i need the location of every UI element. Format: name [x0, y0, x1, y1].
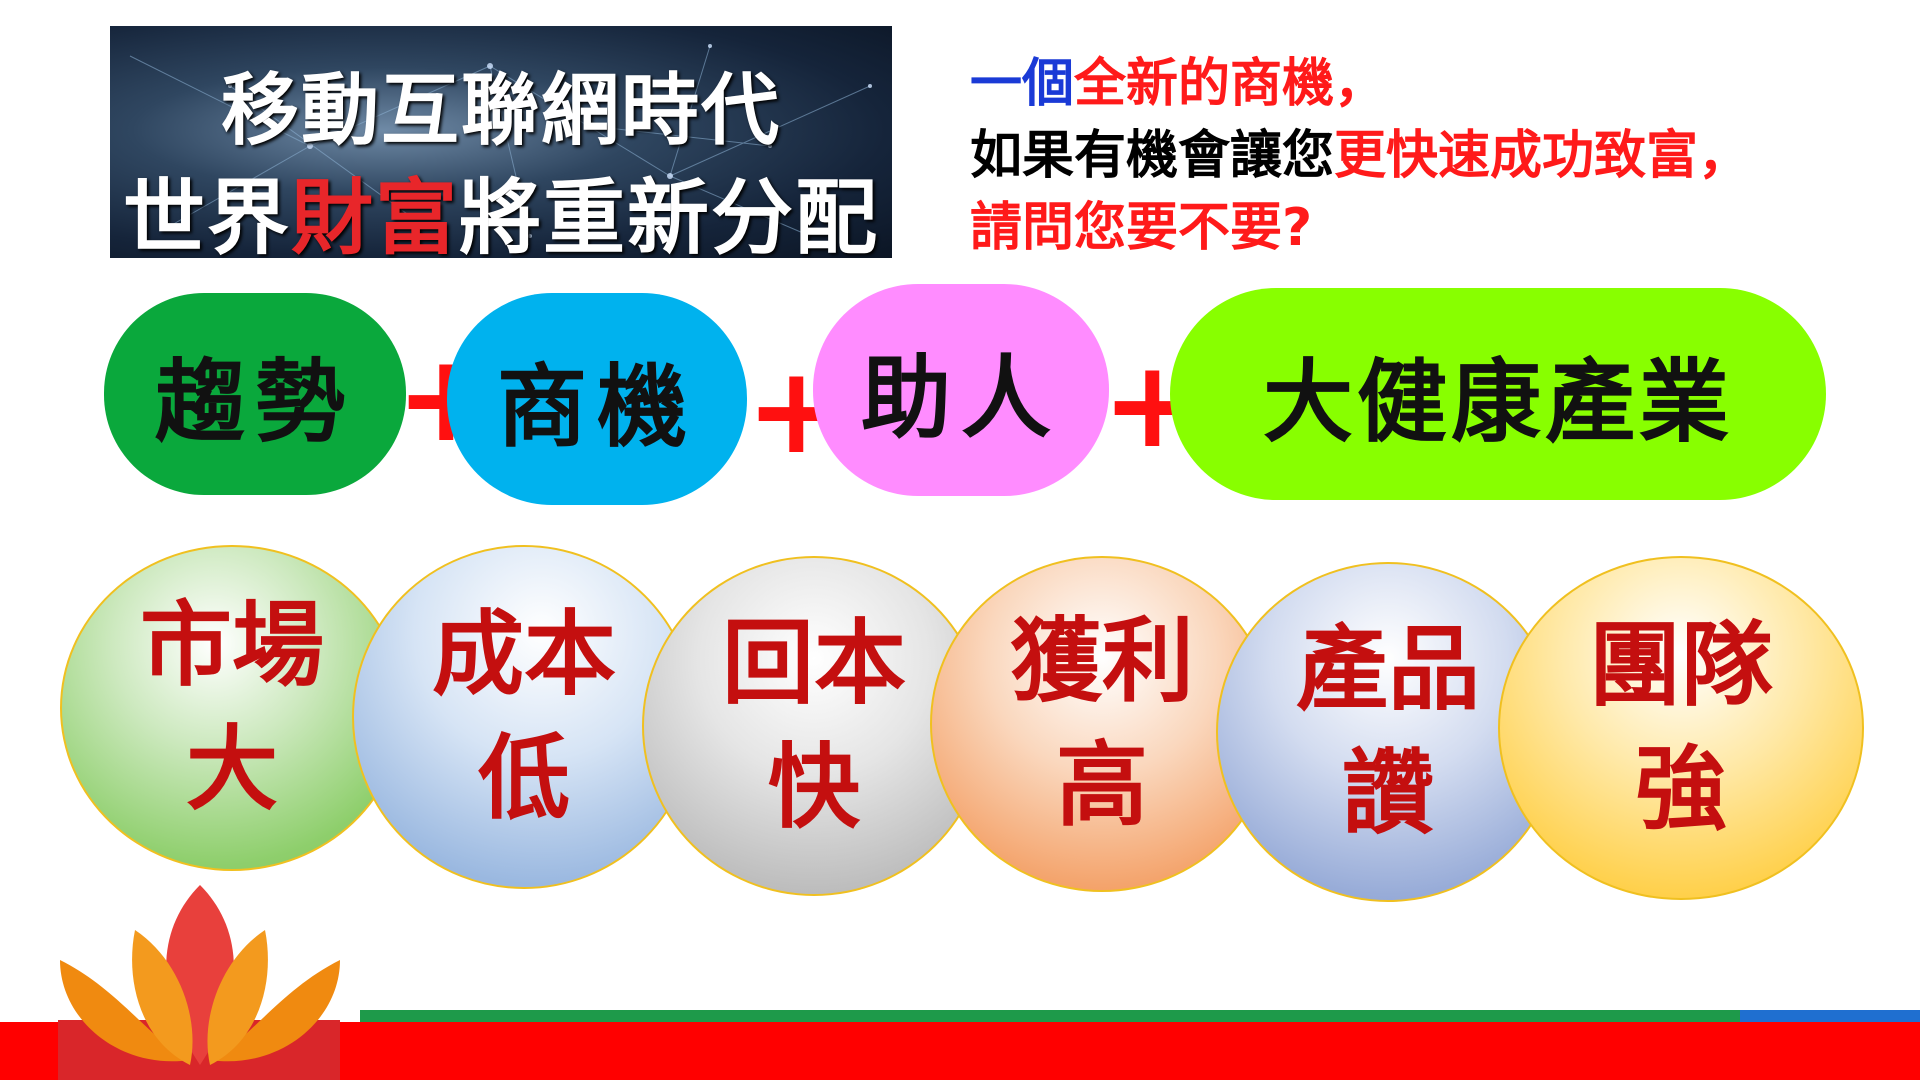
pill-opportunity: 商機: [447, 293, 747, 505]
banner-line-2: 世界財富將重新分配: [122, 171, 880, 258]
bubble-low-cost: 成本低: [352, 545, 696, 889]
lotus-logo-icon: [58, 885, 340, 1080]
footer-green-bar: [360, 1010, 1740, 1024]
bubble-strong-team: 團隊強: [1498, 556, 1864, 900]
bubble-market-large: 市場大: [60, 545, 404, 871]
banner-line-1: 移動互聯網時代: [220, 66, 781, 156]
title-banner: 移動互聯網時代 世界財富將重新分配: [110, 26, 892, 258]
pill-trend: 趨勢: [104, 293, 406, 495]
network-background-icon: [129, 44, 872, 238]
headline-line-2: 如果有機會讓您更快速成功致富，: [970, 126, 1751, 186]
bubble-high-profit: 獲利高: [930, 556, 1274, 892]
headline-line-1: 一個全新的商機，: [970, 54, 1387, 114]
bubble-fast-payback: 回本快: [642, 556, 986, 896]
headline-text: 一個全新的商機， 如果有機會讓您更快速成功致富， 請問您要不要?: [970, 48, 1750, 264]
headline-line-3: 請問您要不要?: [970, 198, 1313, 258]
pill-health-industry: 大健康產業: [1170, 288, 1826, 500]
pill-helping-people: 助人: [813, 284, 1109, 496]
footer-blue-bar: [1740, 1010, 1920, 1024]
